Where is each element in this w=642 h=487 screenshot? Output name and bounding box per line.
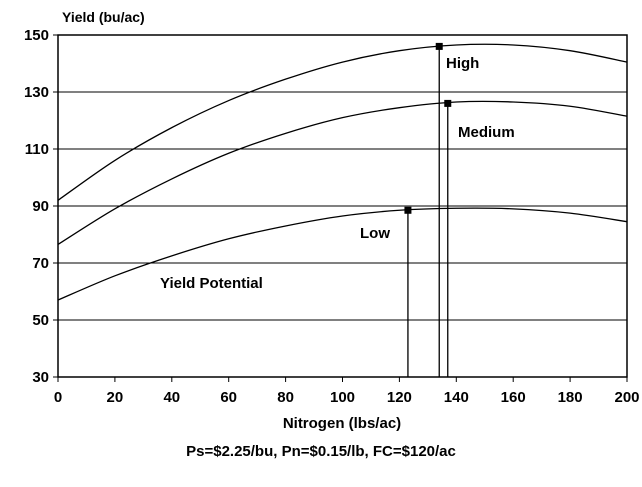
y-tick-label: 90: [32, 198, 49, 215]
grid-lines: [58, 91, 627, 321]
y-tick-label: 70: [32, 255, 49, 272]
series-label-medium: Medium: [458, 124, 515, 141]
x-tick-label: 180: [558, 389, 583, 406]
x-tick-label: 20: [107, 389, 124, 406]
x-tick-label: 0: [54, 389, 62, 406]
annotation-yield-potential: Yield Potential: [160, 275, 263, 292]
x-tick-label: 120: [387, 389, 412, 406]
x-tick-label: 160: [501, 389, 526, 406]
price-assumptions-footnote: Ps=$2.25/bu, Pn=$0.15/lb, FC=$120/ac: [186, 443, 456, 460]
x-tick-label: 40: [163, 389, 180, 406]
x-tick-label: 100: [330, 389, 355, 406]
optimum-marker-high: [435, 42, 443, 50]
series-lines: [57, 43, 628, 301]
yield-response-chart: 30 50 70 90 110 130 150 0 20 40 60 80 100 120 140 160 18…: [24, 9, 640, 432]
x-tick-label: 80: [277, 389, 294, 406]
series-line-low: [57, 207, 628, 301]
optimum-marker-low: [404, 206, 412, 214]
optimum-drop-lines: [407, 46, 449, 377]
series-line-high: [57, 43, 628, 201]
series-label-high: High: [446, 55, 479, 72]
x-tick-label: 200: [614, 389, 639, 406]
series-label-low: Low: [360, 225, 390, 242]
optimum-markers: [404, 42, 452, 214]
axis-ticks: 30 50 70 90 110 130 150 0 20 40 60 80 100 120 140 160 18…: [24, 27, 640, 406]
y-tick-label: 30: [32, 369, 49, 386]
optimum-marker-medium: [444, 99, 452, 107]
y-tick-label: 50: [32, 312, 49, 329]
y-axis-label: Yield (bu/ac): [62, 9, 145, 25]
x-tick-label: 60: [220, 389, 237, 406]
y-tick-label: 150: [24, 27, 49, 44]
y-tick-label: 110: [25, 141, 49, 158]
x-tick-label: 140: [444, 389, 469, 406]
series-line-medium: [57, 100, 628, 246]
y-tick-label: 130: [24, 84, 49, 101]
x-axis-label: Nitrogen (lbs/ac): [283, 415, 401, 432]
